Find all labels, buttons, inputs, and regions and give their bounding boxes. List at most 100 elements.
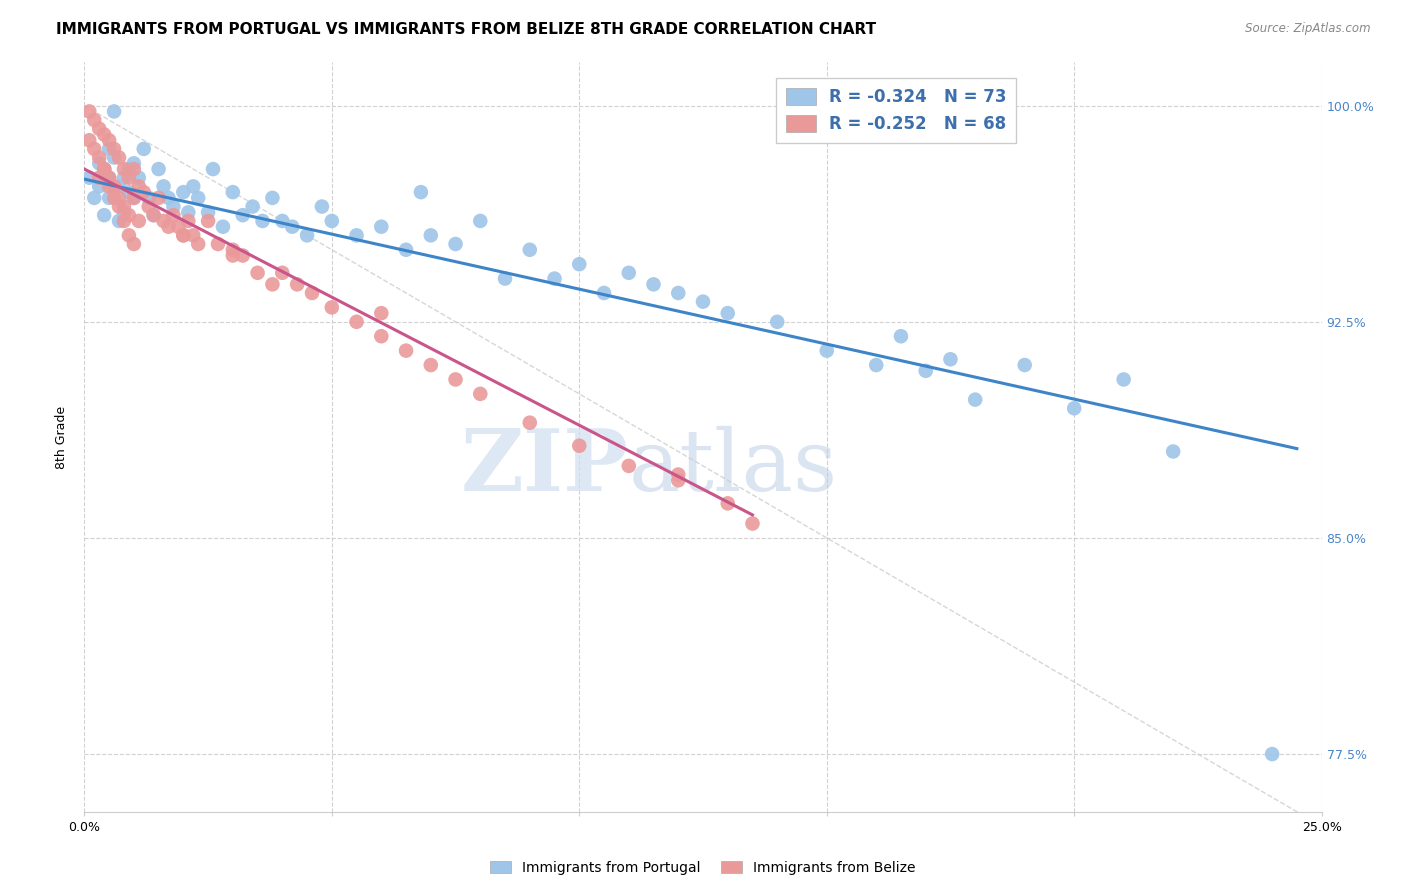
Point xyxy=(865,358,887,372)
Point xyxy=(142,208,165,222)
Point xyxy=(172,228,194,243)
Point xyxy=(93,162,115,177)
Point xyxy=(593,285,616,300)
Point xyxy=(93,208,115,222)
Point xyxy=(395,243,418,257)
Point xyxy=(177,205,200,219)
Point xyxy=(197,214,219,228)
Point xyxy=(519,416,541,430)
Point xyxy=(666,473,689,487)
Point xyxy=(519,243,541,257)
Point xyxy=(98,133,121,147)
Point xyxy=(112,170,135,185)
Point xyxy=(346,315,368,329)
Point xyxy=(222,185,245,199)
Point xyxy=(568,439,591,453)
Point xyxy=(122,237,145,252)
Point xyxy=(79,104,101,119)
Point xyxy=(568,257,591,271)
Point xyxy=(717,496,740,510)
Point xyxy=(419,228,441,243)
Point xyxy=(89,179,111,194)
Point xyxy=(1261,747,1284,761)
Point xyxy=(118,170,141,185)
Point xyxy=(89,151,111,165)
Point xyxy=(118,162,141,177)
Text: IMMIGRANTS FROM PORTUGAL VS IMMIGRANTS FROM BELIZE 8TH GRADE CORRELATION CHART: IMMIGRANTS FROM PORTUGAL VS IMMIGRANTS F… xyxy=(56,22,876,37)
Point xyxy=(914,364,936,378)
Point xyxy=(122,191,145,205)
Point xyxy=(93,128,115,142)
Point xyxy=(93,162,115,177)
Point xyxy=(118,228,141,243)
Point xyxy=(409,185,432,199)
Point xyxy=(118,208,141,222)
Point xyxy=(717,306,740,320)
Point xyxy=(148,162,170,177)
Point xyxy=(222,243,245,257)
Text: atlas: atlas xyxy=(628,425,838,508)
Point xyxy=(122,162,145,177)
Point xyxy=(1112,372,1135,386)
Point xyxy=(152,179,174,194)
Point xyxy=(271,214,294,228)
Point xyxy=(89,121,111,136)
Point xyxy=(157,191,180,205)
Point xyxy=(103,151,125,165)
Point xyxy=(965,392,987,407)
Legend: Immigrants from Portugal, Immigrants from Belize: Immigrants from Portugal, Immigrants fro… xyxy=(485,855,921,880)
Point xyxy=(252,214,274,228)
Point xyxy=(246,266,269,280)
Point xyxy=(815,343,838,358)
Point xyxy=(128,214,150,228)
Point xyxy=(666,285,689,300)
Point xyxy=(162,200,184,214)
Point xyxy=(83,142,105,156)
Point xyxy=(108,191,131,205)
Point xyxy=(108,179,131,194)
Point xyxy=(444,237,467,252)
Point xyxy=(138,191,160,205)
Point xyxy=(108,151,131,165)
Point xyxy=(138,200,160,214)
Point xyxy=(181,179,204,194)
Text: Source: ZipAtlas.com: Source: ZipAtlas.com xyxy=(1246,22,1371,36)
Point xyxy=(118,185,141,199)
Point xyxy=(232,248,254,262)
Point xyxy=(93,162,115,177)
Point xyxy=(103,179,125,194)
Point xyxy=(148,191,170,205)
Point xyxy=(1161,444,1184,458)
Point xyxy=(1063,401,1085,416)
Point xyxy=(112,200,135,214)
Point xyxy=(172,228,194,243)
Point xyxy=(262,277,284,292)
Point xyxy=(242,200,264,214)
Point xyxy=(370,219,392,234)
Point xyxy=(395,343,418,358)
Point xyxy=(98,191,121,205)
Point xyxy=(197,205,219,219)
Point xyxy=(321,301,343,315)
Point xyxy=(444,372,467,386)
Point xyxy=(281,219,304,234)
Point xyxy=(98,179,121,194)
Point xyxy=(494,271,516,285)
Point xyxy=(766,315,789,329)
Legend: R = -0.324   N = 73, R = -0.252   N = 68: R = -0.324 N = 73, R = -0.252 N = 68 xyxy=(776,78,1017,143)
Point xyxy=(89,156,111,170)
Point xyxy=(295,228,318,243)
Y-axis label: 8th Grade: 8th Grade xyxy=(55,406,69,468)
Point xyxy=(152,214,174,228)
Point xyxy=(271,266,294,280)
Point xyxy=(617,266,640,280)
Point xyxy=(83,191,105,205)
Point xyxy=(207,237,229,252)
Point xyxy=(321,214,343,228)
Point xyxy=(939,352,962,367)
Point xyxy=(370,329,392,343)
Point xyxy=(108,214,131,228)
Point xyxy=(128,170,150,185)
Point xyxy=(202,162,225,177)
Point xyxy=(1014,358,1036,372)
